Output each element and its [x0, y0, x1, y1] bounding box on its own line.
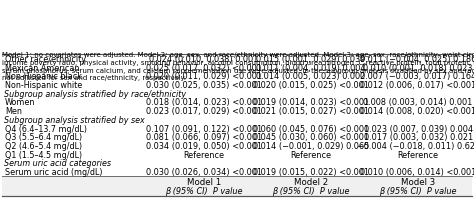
Text: β (95% CI)  P value: β (95% CI) P value	[165, 186, 242, 195]
Text: −0.004 (−0.018, 0.011) 0.627: −0.004 (−0.018, 0.011) 0.627	[356, 141, 474, 150]
Text: 0.030 (0.026, 0.034) <0.001: 0.030 (0.026, 0.034) <0.001	[146, 167, 262, 176]
Text: 0.007 (−0.003, 0.017) 0.164: 0.007 (−0.003, 0.017) 0.164	[360, 72, 474, 81]
Text: Mexican American: Mexican American	[5, 63, 79, 72]
Text: β (95% CI)  P value: β (95% CI) P value	[272, 186, 349, 195]
Text: 0.020 (0.015, 0.025) <0.001: 0.020 (0.015, 0.025) <0.001	[253, 81, 369, 90]
Text: 0.023 (0.017, 0.029) <0.001: 0.023 (0.017, 0.029) <0.001	[146, 107, 262, 116]
Text: 0.021 (0.015, 0.027) <0.001: 0.021 (0.015, 0.027) <0.001	[253, 107, 369, 116]
Text: 0.020 (0.011, 0.029) <0.001: 0.020 (0.011, 0.029) <0.001	[146, 72, 262, 81]
Text: 0.023 (0.007, 0.039) 0.004: 0.023 (0.007, 0.039) 0.004	[364, 124, 473, 133]
Text: 0.012 (0.006, 0.017) <0.001: 0.012 (0.006, 0.017) <0.001	[360, 81, 474, 90]
Text: Model 2: Model 2	[294, 177, 328, 186]
Text: 0.011 (0.004, 0.019) 0.004: 0.011 (0.004, 0.019) 0.004	[256, 63, 365, 72]
Text: β (95% CI)  P value: β (95% CI) P value	[379, 186, 457, 195]
Text: Subgroup analysis stratified by race/ethnicity: Subgroup analysis stratified by race/eth…	[4, 89, 186, 98]
Text: 0.045 (0.030, 0.060) <0.001: 0.045 (0.030, 0.060) <0.001	[253, 133, 369, 142]
Bar	[257, 176, 365, 196]
Text: Women: Women	[5, 98, 36, 107]
Text: 0.030 (0.025, 0.035) <0.001: 0.030 (0.025, 0.035) <0.001	[146, 81, 262, 90]
Text: 0.011 (−0.004, 0.025) 0.186: 0.011 (−0.004, 0.025) 0.186	[360, 55, 474, 63]
Text: Model 1: Model 1	[186, 177, 221, 186]
Text: 0.014 (0.008, 0.020) <0.001: 0.014 (0.008, 0.020) <0.001	[360, 107, 474, 116]
Text: Model 1: no covariates were adjusted. Model 2: age, sex, and race/ethnicity were: Model 1: no covariates were adjusted. Mo…	[2, 52, 474, 81]
Text: Serum uric acid (mg/dL): Serum uric acid (mg/dL)	[5, 167, 102, 176]
Text: 0.010 (0.006, 0.014) <0.001: 0.010 (0.006, 0.014) <0.001	[360, 167, 474, 176]
Text: 0.107 (0.091, 0.122) <0.001: 0.107 (0.091, 0.122) <0.001	[146, 124, 262, 133]
Text: Q4 (6.4–13.7 mg/dL): Q4 (6.4–13.7 mg/dL)	[5, 124, 87, 133]
Text: Serum uric acid categories: Serum uric acid categories	[4, 159, 111, 168]
Text: 0.024 (0.010, 0.038) 0.001: 0.024 (0.010, 0.038) 0.001	[149, 55, 258, 63]
Text: 0.010 (0.001, 0.018) 0.023: 0.010 (0.001, 0.018) 0.023	[364, 63, 473, 72]
Text: 0.060 (0.045, 0.076) <0.001: 0.060 (0.045, 0.076) <0.001	[253, 124, 369, 133]
Text: Non-Hispanic white: Non-Hispanic white	[5, 81, 82, 90]
Text: 0.015 (0.001, 0.029) 0.039: 0.015 (0.001, 0.029) 0.039	[256, 55, 365, 63]
Text: Men: Men	[5, 107, 22, 116]
Text: Q2 (4.6–5.4 mg/dL): Q2 (4.6–5.4 mg/dL)	[5, 141, 82, 150]
Text: 0.019 (0.014, 0.023) <0.001: 0.019 (0.014, 0.023) <0.001	[253, 98, 369, 107]
Text: Q1 (1.5–4.5 mg/dL): Q1 (1.5–4.5 mg/dL)	[5, 150, 82, 159]
Text: Q3 (5.5–6.4 mg/dL): Q3 (5.5–6.4 mg/dL)	[5, 133, 82, 142]
Text: Other race/ethnicity: Other race/ethnicity	[5, 55, 86, 63]
Bar	[2, 176, 150, 196]
Text: Non-Hispanic black: Non-Hispanic black	[5, 72, 82, 81]
Text: Reference: Reference	[398, 150, 438, 159]
Text: 0.014 (0.005, 0.023) 0.002: 0.014 (0.005, 0.023) 0.002	[256, 72, 365, 81]
Text: Subgroup analysis stratified by sex: Subgroup analysis stratified by sex	[4, 115, 145, 124]
Bar	[150, 176, 257, 196]
Bar	[365, 176, 472, 196]
Text: Model 3: Model 3	[401, 177, 435, 186]
Text: 0.025 (0.017, 0.032) <0.001: 0.025 (0.017, 0.032) <0.001	[146, 63, 262, 72]
Text: 0.014 (−0.001, 0.029) 0.065: 0.014 (−0.001, 0.029) 0.065	[253, 141, 369, 150]
Text: 0.017 (0.003, 0.032) 0.021: 0.017 (0.003, 0.032) 0.021	[364, 133, 473, 142]
Text: 0.018 (0.014, 0.023) <0.001: 0.018 (0.014, 0.023) <0.001	[146, 98, 262, 107]
Text: 0.034 (0.019, 0.050) <0.001: 0.034 (0.019, 0.050) <0.001	[146, 141, 262, 150]
Text: Reference: Reference	[290, 150, 331, 159]
Text: 0.008 (0.003, 0.014) 0.001: 0.008 (0.003, 0.014) 0.001	[364, 98, 473, 107]
Text: 0.019 (0.015, 0.022) <0.001: 0.019 (0.015, 0.022) <0.001	[253, 167, 369, 176]
Text: 0.081 (0.066, 0.097) <0.001: 0.081 (0.066, 0.097) <0.001	[146, 133, 262, 142]
Text: Reference: Reference	[183, 150, 224, 159]
